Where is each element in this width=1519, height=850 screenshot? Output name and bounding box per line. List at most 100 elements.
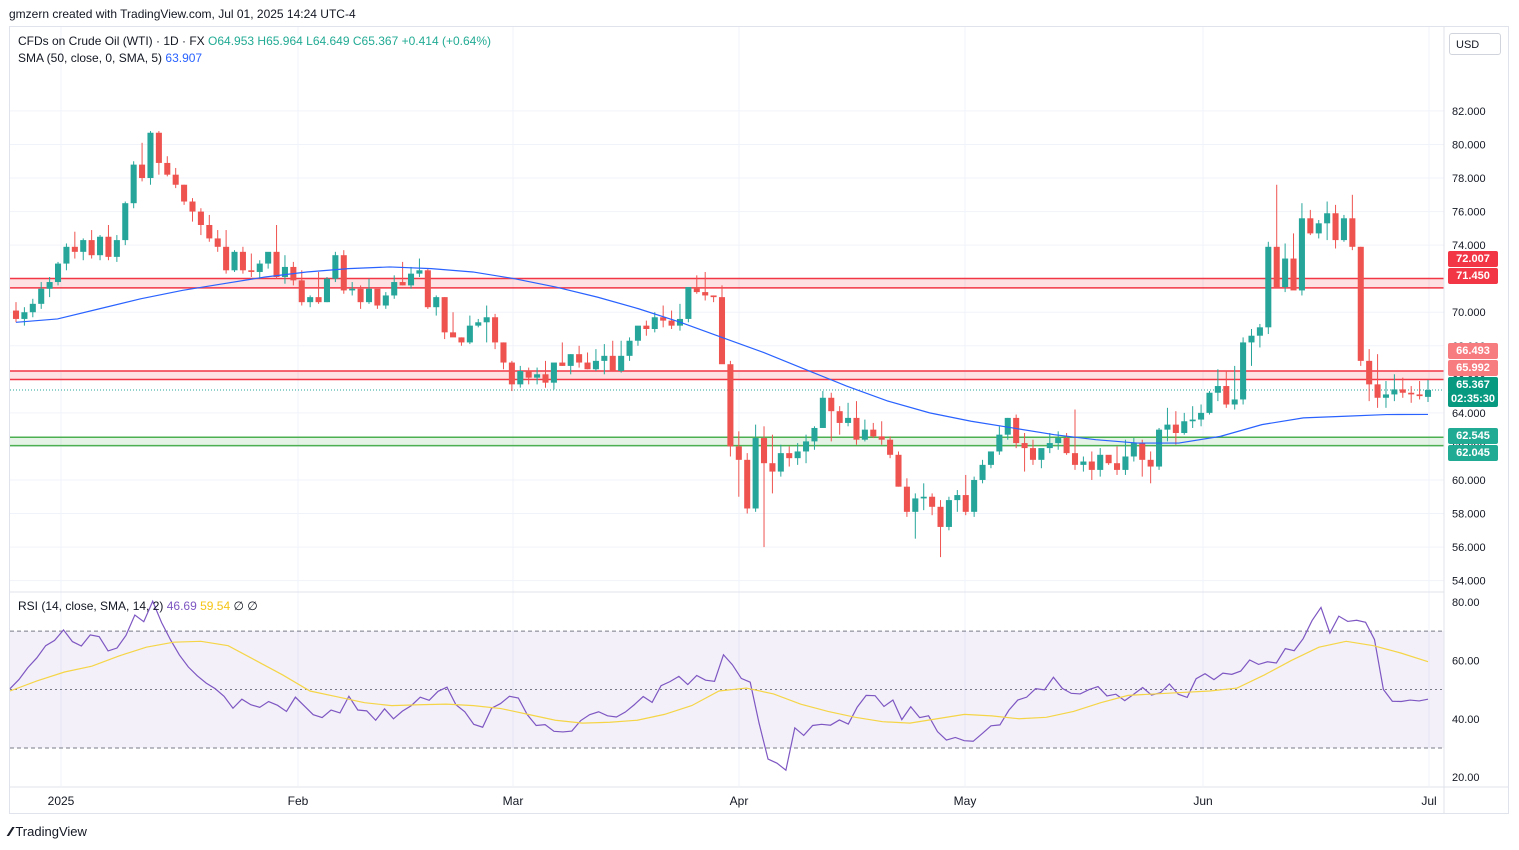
candle-body: [525, 370, 532, 378]
rsi-legend[interactable]: RSI (14, close, SMA, 14, 2) 46.69 59.54 …: [18, 599, 258, 613]
candle-body: [517, 370, 524, 385]
resistance-zone: [10, 278, 1444, 288]
candle-body: [979, 464, 986, 480]
candle-body: [273, 251, 280, 277]
candle-body: [1206, 392, 1213, 413]
candle-body: [1273, 246, 1280, 288]
candle-body: [256, 263, 263, 272]
price-tick-label: 56.000: [1452, 542, 1486, 554]
candle-body: [794, 451, 801, 459]
candle-body: [895, 454, 902, 487]
candle-body: [391, 282, 398, 296]
candle-body: [508, 362, 515, 385]
candle-body: [21, 312, 28, 319]
support-zone: [10, 437, 1444, 446]
candle-body: [534, 374, 541, 378]
candle-body: [718, 297, 726, 365]
candle-body: [1088, 461, 1095, 470]
candle-body: [592, 360, 599, 370]
candle-body: [1298, 218, 1305, 291]
time-tick-label: Apr: [730, 794, 749, 808]
candle-body: [1147, 459, 1154, 467]
high-value: H65.964: [257, 34, 303, 48]
tradingview-logo[interactable]: ⁄⁄ TradingView: [9, 824, 87, 839]
candle-body: [903, 486, 910, 512]
candle-body: [164, 162, 171, 175]
candle-body: [803, 441, 810, 452]
price-tag: 66.493: [1448, 343, 1498, 359]
candle-body: [887, 439, 894, 455]
close-value: C65.367: [352, 34, 399, 48]
candle-body: [122, 203, 129, 241]
candle-body: [500, 342, 507, 363]
candle-body: [693, 287, 700, 293]
candle-body: [189, 201, 196, 212]
low-value: L64.649: [306, 34, 350, 48]
candle-body: [97, 236, 104, 256]
candle-body: [769, 463, 776, 472]
candle-body: [357, 288, 364, 303]
candle-body: [777, 453, 784, 472]
open-value: O64.953: [208, 34, 255, 48]
candle-body: [1038, 448, 1045, 460]
sma-legend[interactable]: SMA (50, close, 0, SMA, 5) 63.907: [18, 51, 202, 65]
price-tick-label: 76.000: [1452, 207, 1486, 219]
candle-body: [374, 288, 381, 306]
price-tick-label: 70.000: [1452, 307, 1486, 319]
candle-body: [626, 340, 633, 356]
candle-body: [937, 506, 944, 527]
candle-body: [1391, 389, 1398, 395]
chart-attribution: gmzern created with TradingView.com, Jul…: [9, 7, 356, 21]
price-tick-label: 64.000: [1452, 408, 1486, 420]
candle-body: [315, 297, 322, 303]
time-tick-label: Feb: [288, 794, 309, 808]
candle-body: [1357, 246, 1364, 361]
candle-body: [836, 411, 843, 423]
candle-body: [550, 362, 557, 383]
candle-body: [828, 397, 835, 412]
candle-body: [466, 325, 473, 343]
symbol-label[interactable]: CFDs on Crude Oil (WTI) · 1D · FX: [18, 34, 205, 48]
indicator-lines: [15, 266, 1429, 444]
candle-body: [1046, 443, 1053, 449]
candle-body: [760, 438, 768, 464]
rsi-line: [9, 599, 1429, 772]
price-tag: 62.545: [1448, 428, 1498, 444]
time-tick-label: 2025: [48, 794, 75, 808]
change-value: +0.414 (+0.64%): [401, 34, 491, 48]
rsi-tick-label: 60.00: [1452, 655, 1480, 667]
candle-body: [71, 246, 78, 252]
candle-body: [147, 132, 154, 179]
candle-body: [475, 322, 482, 326]
candle-body: [407, 273, 415, 286]
candle-body: [281, 266, 288, 277]
candle-body: [214, 238, 221, 247]
candle-body: [786, 453, 793, 459]
currency-button[interactable]: USD: [1449, 33, 1501, 55]
candle-body: [63, 246, 70, 264]
candle-body: [265, 251, 272, 264]
price-tag: 62.045: [1448, 445, 1498, 461]
candle-body: [450, 332, 457, 338]
candle-body: [861, 429, 868, 440]
candle-body: [1315, 223, 1322, 234]
tradingview-mark-icon: ⁄⁄: [9, 824, 13, 839]
candle-body: [1374, 384, 1381, 398]
chart-frame: [9, 26, 1509, 814]
candle-body: [172, 174, 179, 185]
rsi-extra-1: ∅: [233, 599, 244, 613]
candle-body: [710, 295, 717, 298]
candle-body: [1416, 394, 1423, 397]
candle-body: [105, 236, 112, 257]
candle-body: [912, 498, 919, 512]
candle-body: [38, 288, 45, 304]
candle-body: [1332, 213, 1339, 241]
candle-body: [88, 240, 95, 256]
candle-body: [1172, 424, 1179, 433]
candle-body: [1382, 394, 1390, 398]
candle-body: [365, 288, 373, 303]
candle-body: [1324, 213, 1331, 224]
candle-body: [962, 495, 969, 512]
candle-body: [1139, 443, 1146, 460]
